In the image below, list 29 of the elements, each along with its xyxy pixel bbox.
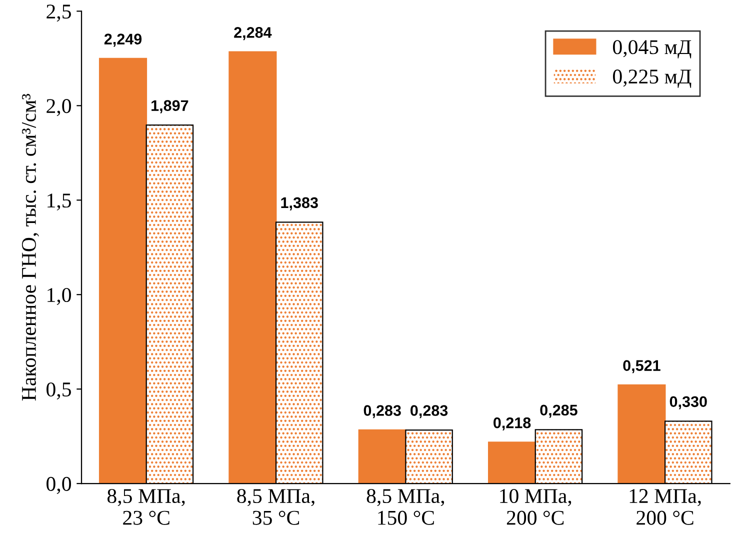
legend-label: 0,045 мД: [613, 40, 692, 58]
data-label: 0,521: [623, 360, 660, 374]
y-tick-label: 1,0: [48, 288, 71, 306]
data-label: 2,284: [234, 27, 272, 40]
data-label: 1,897: [152, 100, 188, 114]
y-tick-label: 0,5: [46, 382, 71, 400]
bar: [618, 384, 666, 484]
x-tick-label: 10 МПа, 200 °С: [500, 489, 572, 525]
data-label: 0,283: [364, 405, 401, 418]
y-tick-label: 0,0: [46, 476, 71, 494]
legend-label: 0,225 мД: [613, 70, 692, 88]
x-tick-label: 8,5 МПа, 150 °С: [366, 489, 444, 525]
y-axis-title: Накопленное ГНО, тыс. ст. см³/см³: [22, 94, 39, 401]
data-label: 0,218: [494, 417, 531, 430]
bar: [228, 51, 277, 484]
y-tick-label: 2,0: [46, 99, 71, 116]
data-label: 1,383: [281, 197, 318, 210]
data-label: 0,330: [670, 396, 707, 410]
x-tick-label: 12 МПа, 200 °С: [630, 489, 701, 525]
x-tick-label: 8,5 МПа, 23 °С: [108, 489, 185, 525]
x-tick-label: 8,5 МПа, 35 °С: [237, 489, 314, 525]
data-label: 0,285: [540, 404, 578, 418]
data-label: 2,249: [104, 34, 142, 47]
y-tick-label: 2,5: [46, 4, 71, 22]
bar: [358, 429, 406, 484]
data-label: 0,283: [410, 405, 448, 418]
bar: [488, 442, 536, 484]
y-tick-label: 1,5: [48, 194, 71, 211]
bar: [98, 58, 148, 484]
